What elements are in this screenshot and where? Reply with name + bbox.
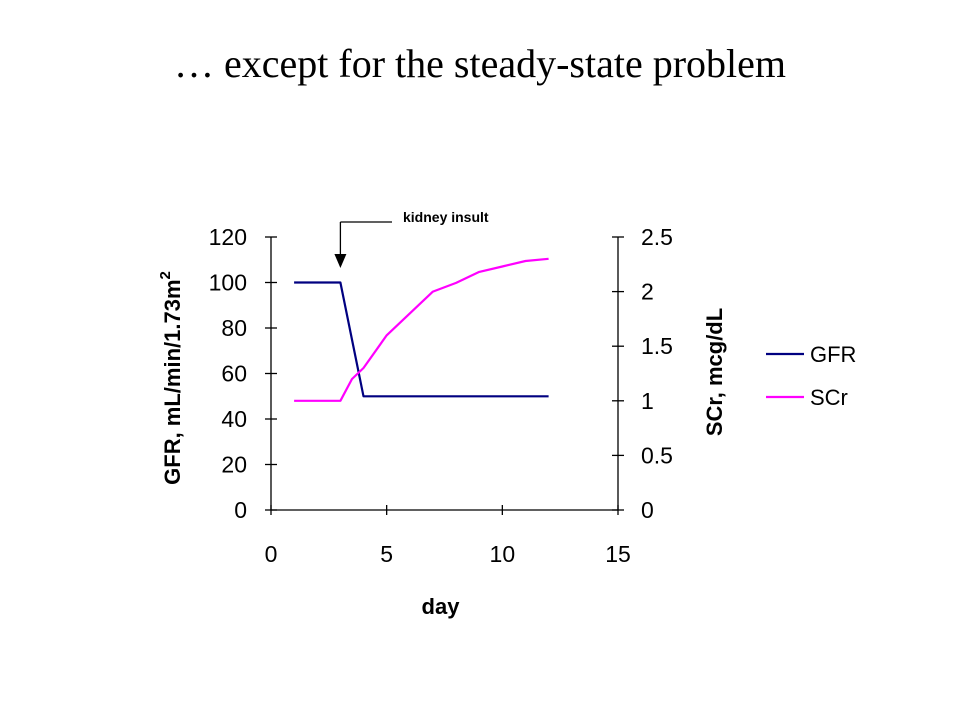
series-line-gfr	[294, 281, 549, 398]
right-y-tick-label: 1	[641, 388, 654, 414]
right-y-tick-label: 2.5	[641, 224, 673, 250]
right-y-axis-title: SCr, mcg/dL	[702, 308, 727, 436]
legend-label-scr: SCr	[810, 385, 848, 410]
left-y-axis-title-superscript: 2	[157, 271, 174, 279]
left-y-tick-label: 20	[221, 452, 247, 478]
left-y-axis-title-text: GFR, mL/min/1.73m	[160, 279, 185, 484]
annotation-arrowhead	[334, 254, 347, 268]
right-y-tick-label: 1.5	[641, 333, 673, 359]
slide-title: … except for the steady-state problem	[174, 41, 786, 86]
right-y-tick-label: 0.5	[641, 442, 673, 468]
x-axis-title: day	[422, 594, 461, 619]
chart-ticks: 0 5 10 15 0 20 40 60 80 100 120 0 0.5 1 1.5 2 2.5	[209, 224, 673, 567]
series-line-scr	[294, 257, 549, 402]
left-y-tick-label: 60	[221, 361, 247, 387]
chart-legend: GFR SCr	[766, 342, 856, 410]
x-tick-label: 10	[490, 541, 516, 567]
left-y-tick-label: 80	[221, 315, 247, 341]
right-y-tick-label: 0	[641, 497, 654, 523]
chart-series	[294, 257, 549, 402]
x-tick-label: 5	[380, 541, 393, 567]
left-y-tick-label: 40	[221, 406, 247, 432]
left-y-tick-label: 100	[209, 270, 247, 296]
left-y-tick-label: 0	[234, 497, 247, 523]
x-tick-label: 15	[605, 541, 631, 567]
chart-annotation: kidney insult	[334, 209, 489, 268]
annotation-label: kidney insult	[403, 209, 489, 225]
left-y-axis-title: GFR, mL/min/1.73m2	[157, 271, 185, 485]
left-y-tick-label: 120	[209, 224, 247, 250]
legend-label-gfr: GFR	[810, 342, 856, 367]
x-tick-label: 0	[265, 541, 278, 567]
chart-axes	[270, 237, 619, 511]
right-y-tick-label: 2	[641, 279, 654, 305]
